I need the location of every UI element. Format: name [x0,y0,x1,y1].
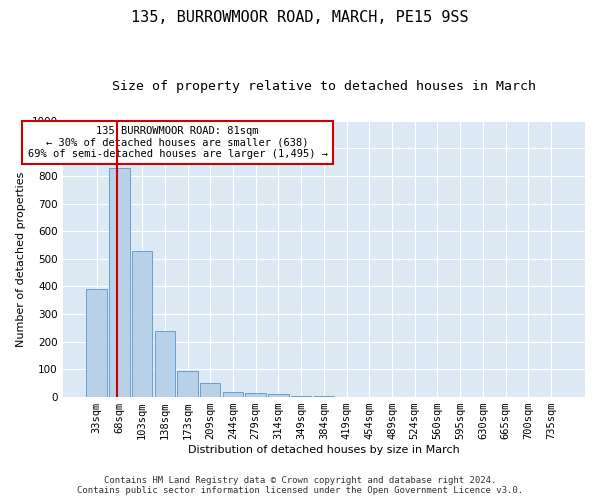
Title: Size of property relative to detached houses in March: Size of property relative to detached ho… [112,80,536,93]
Bar [223,392,243,397]
Text: 135 BURROWMOOR ROAD: 81sqm
← 30% of detached houses are smaller (638)
69% of sem: 135 BURROWMOOR ROAD: 81sqm ← 30% of deta… [28,126,328,160]
Bar [155,330,175,397]
Bar [245,393,266,397]
Bar [291,396,311,397]
Bar [86,289,107,397]
Bar [200,382,220,397]
Bar [268,394,289,397]
Text: 135, BURROWMOOR ROAD, MARCH, PE15 9SS: 135, BURROWMOOR ROAD, MARCH, PE15 9SS [131,10,469,25]
Text: Contains HM Land Registry data © Crown copyright and database right 2024.
Contai: Contains HM Land Registry data © Crown c… [77,476,523,495]
Bar [109,168,130,397]
Bar [132,250,152,397]
Y-axis label: Number of detached properties: Number of detached properties [16,171,26,346]
X-axis label: Distribution of detached houses by size in March: Distribution of detached houses by size … [188,445,460,455]
Bar [178,370,198,397]
Bar [314,396,334,397]
